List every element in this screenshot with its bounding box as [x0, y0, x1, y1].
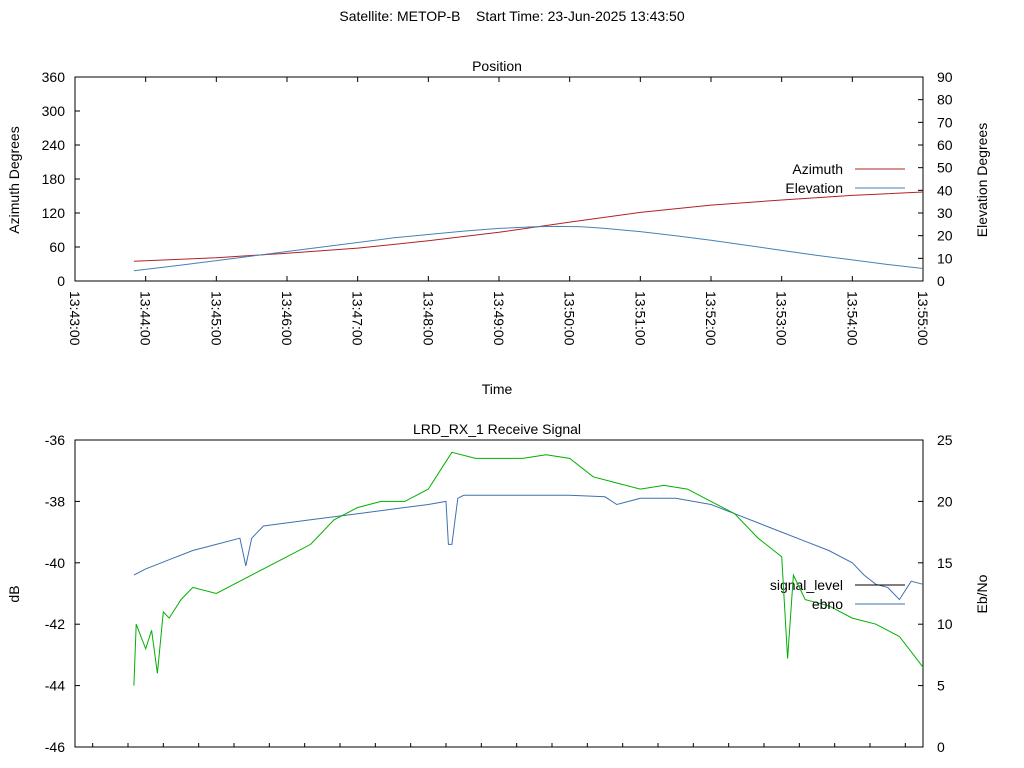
position-y-tick-label: 60: [49, 239, 65, 255]
position-y2-tick-label: 50: [937, 160, 953, 176]
page-title: Satellite: METOP-B Start Time: 23-Jun-20…: [339, 8, 685, 24]
position-y2-tick-label: 80: [937, 92, 953, 108]
position-x-tick-label: 13:53:00: [774, 291, 790, 346]
position-x-tick-label: 13:45:00: [208, 291, 224, 346]
position-legend-label: Elevation: [785, 180, 843, 196]
signal-y2-tick-label: 20: [937, 493, 953, 509]
position-x-tick-label: 13:49:00: [491, 291, 507, 346]
position-x-tick-label: 13:43:00: [67, 291, 83, 346]
position-y-tick-label: 360: [42, 69, 66, 85]
position-y2-axis-label: Elevation Degrees: [974, 123, 990, 237]
signal-y2-tick-label: 15: [937, 555, 953, 571]
position-y2-tick-label: 0: [937, 273, 945, 289]
position-y2-tick-label: 40: [937, 182, 953, 198]
signal-y-tick-label: -44: [45, 678, 65, 694]
position-y2-tick-label: 30: [937, 205, 953, 221]
position-x-tick-label: 13:54:00: [844, 291, 860, 346]
position-x-tick-label: 13:51:00: [632, 291, 648, 346]
position-x-tick-label: 13:50:00: [562, 291, 578, 346]
position-y2-tick-label: 90: [937, 69, 953, 85]
position-y-tick-label: 180: [42, 171, 66, 187]
position-plot-frame: [74, 76, 924, 282]
position-x-tick-label: 13:48:00: [420, 291, 436, 346]
position-chart: Position Time Azimuth Degrees Elevation …: [6, 58, 990, 397]
position-y-axis-label: Azimuth Degrees: [6, 126, 22, 233]
position-y-tick-label: 240: [42, 137, 66, 153]
position-x-tick-label: 13:44:00: [138, 291, 154, 346]
signal-y-tick-label: -36: [45, 432, 65, 448]
position-legend-label: Azimuth: [792, 161, 843, 177]
position-x-tick-label: 13:47:00: [350, 291, 366, 346]
position-x-tick-label: 13:52:00: [703, 291, 719, 346]
position-y2-tick-label: 60: [937, 137, 953, 153]
signal-legend-label: signal_level: [770, 577, 843, 593]
position-x-tick-label: 13:46:00: [279, 291, 295, 346]
position-y2-tick-label: 10: [937, 250, 953, 266]
position-y-tick-label: 300: [42, 103, 66, 119]
position-series-Elevation-line: [133, 225, 924, 272]
signal-y-axis-label: dB: [6, 585, 22, 602]
position-y2-tick-label: 70: [937, 114, 953, 130]
signal-y2-tick-label: 10: [937, 616, 953, 632]
signal-y2-tick-label: 25: [937, 432, 953, 448]
signal-y2-tick-label: 5: [937, 678, 945, 694]
position-x-tick-label: 13:55:00: [915, 291, 931, 346]
signal-series-ebno-line: [133, 451, 924, 686]
position-y2-tick-label: 20: [937, 228, 953, 244]
signal-y-tick-label: -46: [45, 739, 65, 755]
signal-y-tick-label: -38: [45, 493, 65, 509]
signal-y2-tick-label: 0: [937, 739, 945, 755]
position-y-tick-label: 120: [42, 205, 66, 221]
signal-y-tick-label: -42: [45, 616, 65, 632]
signal-series-signal-level-line: [133, 494, 924, 601]
signal-plot-frame: [74, 439, 924, 748]
signal-chart-title: LRD_RX_1 Receive Signal: [413, 421, 581, 437]
position-chart-title: Position: [472, 58, 522, 74]
signal-y-tick-label: -40: [45, 555, 65, 571]
position-y-tick-label: 0: [57, 273, 65, 289]
position-x-axis-label: Time: [482, 381, 513, 397]
signal-chart: LRD_RX_1 Receive Signal dB Eb/No -46 -44 -…: [6, 421, 990, 755]
signal-y2-axis-label: Eb/No: [974, 574, 990, 613]
signal-legend-label: ebno: [812, 596, 843, 612]
